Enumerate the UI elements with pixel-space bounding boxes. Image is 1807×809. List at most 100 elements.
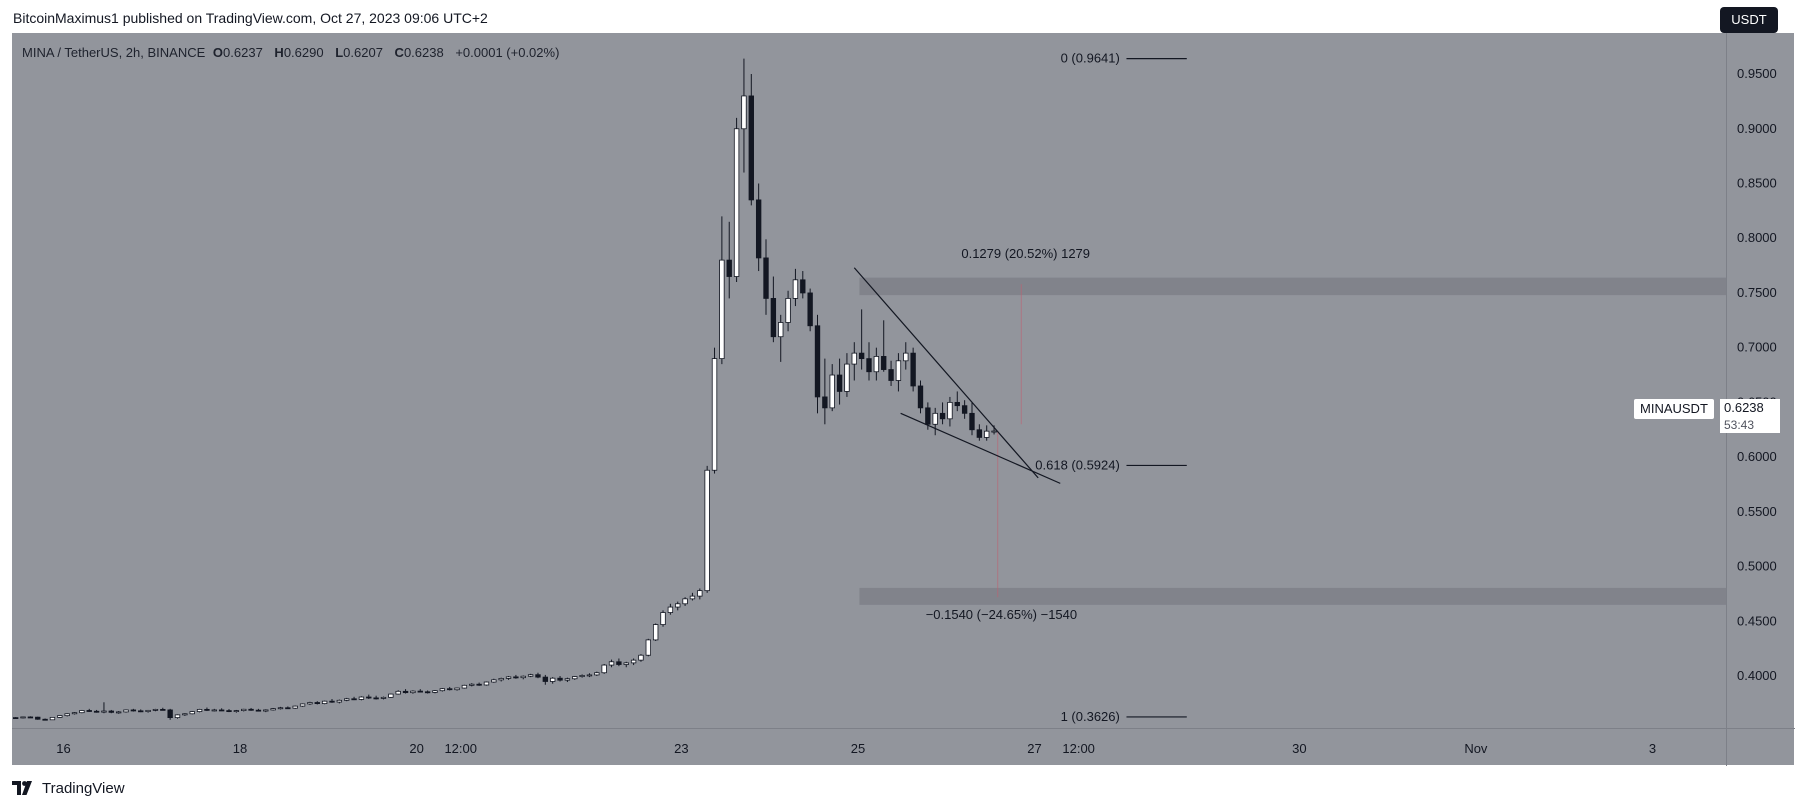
price-tick-label: 0.9500 — [1737, 66, 1777, 81]
candle-body — [858, 352, 865, 360]
legend-change: +0.0001 (+0.02%) — [455, 45, 560, 60]
candle-body — [667, 606, 674, 613]
candle-body — [447, 688, 453, 691]
candle — [233, 709, 240, 713]
candle — [939, 402, 946, 425]
chart-frame[interactable]: 0 (0.9641) 0.618 (0.5924) 1 (0.3626) 0.1279… — [12, 33, 1795, 766]
time-tick-label: 30 — [1292, 741, 1306, 756]
candle-body — [572, 676, 578, 680]
time-tick-label: 12:00 — [1062, 741, 1095, 756]
candle-body — [895, 360, 902, 381]
candle — [285, 706, 291, 710]
candle-body — [410, 690, 416, 694]
candle — [984, 425, 990, 441]
candle — [748, 74, 754, 206]
candle — [527, 673, 534, 678]
candle — [145, 709, 151, 713]
candle — [417, 689, 423, 693]
candle-body — [469, 683, 475, 686]
candle — [498, 677, 504, 682]
candle-body — [182, 713, 188, 716]
price-tick-label: 0.7000 — [1737, 340, 1777, 355]
time-axis[interactable]: 16 18 20 12:00 23 25 27 12:00 30 Nov 3 — [12, 728, 1726, 766]
candle — [866, 342, 872, 381]
candle-body — [263, 709, 269, 712]
candle-body — [939, 412, 946, 420]
candle-body — [822, 396, 828, 409]
candle — [277, 706, 284, 710]
candle — [763, 239, 769, 315]
footer-brand: TradingView — [42, 779, 125, 797]
candle — [424, 690, 431, 694]
candle — [608, 659, 615, 668]
candle — [969, 402, 975, 436]
candle — [64, 713, 70, 717]
candle — [248, 707, 254, 711]
candle — [645, 638, 651, 657]
candle-body — [439, 688, 446, 692]
time-axis-svg: 16 18 20 12:00 23 25 27 12:00 30 Nov 3 — [56, 741, 1656, 756]
candle-body — [336, 699, 343, 703]
candle-body — [910, 352, 916, 387]
price-axis-svg: 0.40000.45000.50000.55000.60000.65000.70… — [1737, 66, 1777, 683]
candle-body — [167, 709, 173, 719]
candle-body — [123, 709, 129, 713]
currency-button[interactable]: USDT — [1720, 7, 1778, 33]
candle — [123, 709, 129, 713]
candle-body — [491, 679, 497, 683]
candle — [439, 688, 446, 692]
candle-body — [984, 430, 990, 438]
candle-body — [108, 710, 114, 713]
plot-area[interactable]: 0 (0.9641) 0.618 (0.5924) 1 (0.3626) 0.1279… — [12, 33, 1726, 728]
candle-body — [888, 369, 894, 381]
candle-body — [344, 698, 350, 701]
candle — [822, 358, 828, 425]
candle — [366, 694, 372, 699]
fib-level-label: 1 (0.3626) — [1061, 709, 1120, 724]
candle — [79, 709, 85, 714]
candle-body — [366, 696, 372, 699]
price-axis[interactable]: 0.40000.45000.50000.55000.60000.65000.70… — [1726, 33, 1795, 728]
candle — [947, 396, 953, 427]
legend-symbol[interactable]: MINA / TetherUS, 2h, BINANCE — [22, 45, 206, 60]
footer: TradingView — [12, 778, 125, 798]
candle-body — [586, 674, 593, 677]
candle — [726, 221, 732, 299]
candle-body — [682, 598, 688, 605]
candle-body — [432, 690, 438, 693]
candle-body — [373, 697, 379, 700]
candle — [101, 702, 107, 714]
candle-body — [719, 259, 725, 360]
candle-body — [792, 279, 799, 299]
candle — [586, 673, 593, 678]
last-price-label: 0.6238 53:43 — [1720, 399, 1780, 433]
candle — [682, 597, 688, 606]
candle — [520, 675, 526, 680]
candle — [755, 183, 762, 272]
price-tick-label: 0.5500 — [1737, 504, 1777, 519]
candle — [535, 672, 541, 679]
candle — [851, 342, 857, 381]
candle-body — [380, 696, 387, 699]
candle-body — [785, 298, 791, 323]
candle-body — [196, 708, 203, 712]
candle — [358, 696, 365, 701]
candle-body — [594, 672, 600, 676]
candle — [263, 709, 269, 713]
symbol-tag: MINAUSDT — [1634, 399, 1714, 419]
candle-body — [299, 703, 306, 707]
candle — [86, 708, 92, 712]
candle-body — [204, 708, 210, 711]
candle — [380, 696, 387, 700]
candle — [130, 708, 137, 712]
price-chart-svg[interactable]: 0 (0.9641) 0.618 (0.5924) 1 (0.3626) 0.1279… — [12, 33, 1726, 728]
candle-body — [461, 684, 468, 689]
candle — [388, 693, 394, 698]
candle-body — [991, 430, 997, 433]
price-tick-label: 0.6000 — [1737, 449, 1777, 464]
candle — [20, 716, 26, 719]
candle — [697, 588, 703, 600]
candle — [336, 699, 343, 704]
candle — [954, 391, 960, 412]
candle-body — [601, 664, 607, 674]
